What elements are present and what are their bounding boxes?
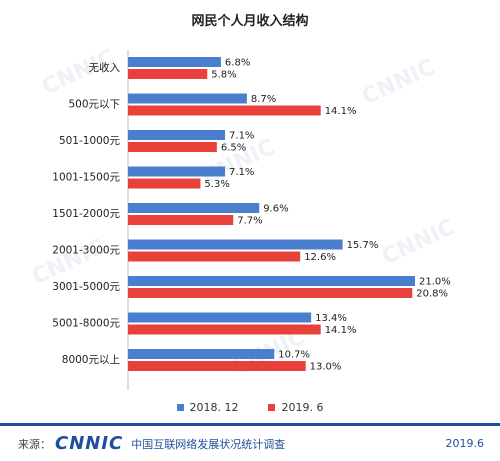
chart-title: 网民个人月收入结构 <box>191 14 309 29</box>
category-label: 1001-1500元 <box>52 172 120 184</box>
data-label: 14.1% <box>325 325 357 336</box>
data-label: 8.7% <box>251 94 276 105</box>
bar-2018 <box>128 276 415 286</box>
bar-2018 <box>128 203 260 213</box>
data-label: 13.4% <box>315 313 347 324</box>
legend-item-2019: 2019. 6 <box>268 401 323 414</box>
footer-bar: 来源： CNNIC 中国互联网络发展状况统计调查 2019.6 <box>0 423 500 461</box>
category-label: 501-1000元 <box>59 135 121 147</box>
legend-label-2018: 2018. 12 <box>189 401 239 414</box>
publish-date: 2019.6 <box>445 437 485 450</box>
data-label: 9.6% <box>263 204 288 215</box>
data-label: 7.1% <box>229 167 254 178</box>
bar-chart: 无收入 6.8%5.8%500元以下 8.7%14.1%501-1000元 7.1%6… <box>52 50 451 390</box>
bar-2019 <box>128 251 301 262</box>
data-label: 5.3% <box>204 179 229 190</box>
bar-2018 <box>128 166 226 177</box>
bar-2018 <box>128 239 343 250</box>
data-label: 20.8% <box>416 289 448 300</box>
category-label: 8000元以上 <box>62 354 120 366</box>
category-label: 1501-2000元 <box>52 208 120 220</box>
bar-2019 <box>128 142 217 152</box>
data-label: 6.5% <box>221 143 246 154</box>
bar-2018 <box>128 130 226 140</box>
bar-2018 <box>128 57 221 67</box>
legend-label-2019: 2019. 6 <box>281 401 324 414</box>
data-label: 21.0% <box>419 277 451 288</box>
bar-2019 <box>128 215 234 225</box>
category-label: 3001-5000元 <box>52 281 120 293</box>
bar-2018 <box>128 93 247 104</box>
bar-2019 <box>128 324 321 335</box>
data-label: 6.8% <box>225 58 250 69</box>
bar-2019 <box>128 178 201 189</box>
data-label: 15.7% <box>347 240 379 251</box>
data-label: 10.7% <box>278 350 310 361</box>
legend-swatch-blue <box>176 404 184 411</box>
data-label: 5.8% <box>211 70 236 81</box>
legend-swatch-red <box>268 404 276 411</box>
legend-item-2018: 2018. 12 <box>176 401 239 414</box>
source-label: 来源： <box>18 437 51 451</box>
data-label: 7.1% <box>229 131 254 142</box>
data-label: 7.7% <box>237 216 262 227</box>
category-label: 500元以下 <box>68 99 120 111</box>
category-label: 5001-8000元 <box>52 318 120 330</box>
category-label: 无收入 <box>89 61 121 74</box>
bar-2019 <box>128 105 321 116</box>
cnnic-logo: CNNIC <box>55 433 124 454</box>
data-label: 13.0% <box>310 362 342 373</box>
bar-2019 <box>128 361 306 371</box>
bar-2018 <box>128 349 275 359</box>
data-label: 14.1% <box>325 106 357 117</box>
category-label: 2001-3000元 <box>52 245 120 257</box>
data-label: 12.6% <box>304 252 336 263</box>
bar-2019 <box>128 288 413 298</box>
chart-legend: 2018. 12 2019. 6 <box>0 401 500 414</box>
source-org: 中国互联网络发展状况统计调查 <box>131 437 286 451</box>
bar-2018 <box>128 312 312 323</box>
bar-2019 <box>128 69 208 79</box>
